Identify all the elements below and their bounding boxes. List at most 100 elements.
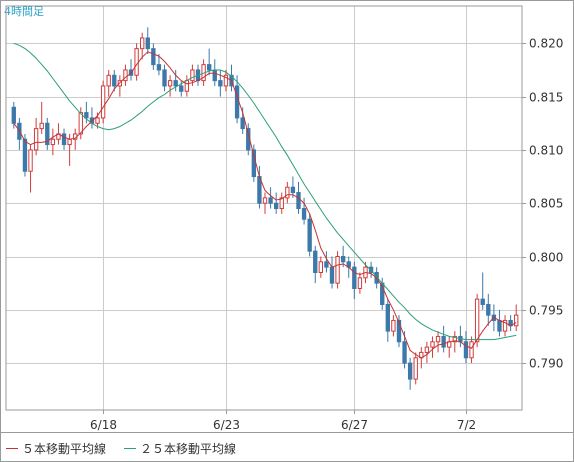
- y-tick-label: 0.795: [529, 304, 563, 318]
- candle-body: [301, 208, 307, 220]
- candle: [458, 325, 463, 348]
- candle: [430, 336, 435, 358]
- candle: [307, 213, 312, 257]
- candle: [441, 325, 446, 353]
- candle: [480, 272, 485, 310]
- candle-body: [313, 250, 318, 273]
- candle-body: [39, 122, 44, 130]
- candle: [39, 101, 44, 134]
- candle-body: [335, 256, 340, 284]
- moving-averages: [13, 42, 517, 359]
- y-tick-label: 0.800: [529, 251, 563, 265]
- candle-body: [184, 80, 190, 92]
- candle-body: [279, 197, 284, 210]
- y-tick-label: 0.820: [529, 37, 563, 51]
- candle: [285, 181, 290, 204]
- candle: [502, 315, 508, 337]
- y-tick-label: 0.810: [529, 144, 563, 158]
- candle-body: [273, 202, 279, 210]
- candle-body: [234, 85, 240, 119]
- candle-body: [486, 303, 491, 316]
- candle: [140, 32, 145, 60]
- candle: [123, 64, 128, 86]
- grid: [6, 6, 522, 410]
- candle: [45, 117, 50, 150]
- candle: [73, 128, 78, 150]
- candle-body: [123, 69, 128, 82]
- candle-body: [156, 64, 162, 71]
- candle-body: [463, 341, 469, 359]
- candle: [357, 272, 363, 294]
- candle-body: [407, 362, 413, 380]
- candle-body: [212, 69, 217, 82]
- candle-body: [474, 298, 480, 343]
- candle: [391, 315, 396, 337]
- candle-body: [67, 138, 72, 146]
- candle: [463, 331, 469, 364]
- candle-body: [502, 319, 508, 332]
- candle: [89, 107, 95, 129]
- candle: [279, 192, 284, 214]
- candle: [156, 53, 162, 76]
- candle: [78, 107, 83, 140]
- candle: [212, 59, 217, 86]
- candle-body: [33, 128, 39, 151]
- period-label: 4時間足: [4, 5, 44, 18]
- candle: [11, 101, 16, 129]
- candle: [145, 27, 150, 54]
- candle: [508, 315, 513, 332]
- candle: [117, 75, 123, 97]
- candle-body: [112, 74, 117, 87]
- candle-body: [61, 133, 67, 146]
- candle: [128, 59, 134, 81]
- candle-body: [162, 69, 167, 87]
- candle-body: [441, 335, 446, 348]
- candle-body: [106, 74, 111, 87]
- candle-body: [167, 80, 173, 87]
- candle: [352, 261, 357, 300]
- candle: [112, 69, 117, 92]
- candle: [167, 75, 173, 97]
- candle: [396, 315, 402, 348]
- candle: [61, 128, 67, 150]
- candle-body: [469, 341, 474, 359]
- candle: [268, 187, 273, 209]
- candle: [413, 352, 418, 385]
- candle-body: [435, 335, 441, 343]
- candle: [452, 331, 457, 353]
- candle-body: [207, 64, 212, 71]
- candle: [262, 192, 268, 214]
- candle-body: [100, 85, 106, 119]
- candle-body: [324, 261, 329, 268]
- legend-label-ma5: ５本移動平均線: [22, 442, 107, 456]
- candle: [184, 75, 190, 97]
- candle-body: [413, 357, 418, 380]
- x-tick-label: 6/27: [341, 418, 368, 432]
- legend-item-ma25: ２５本移動平均線: [124, 440, 236, 457]
- candle: [33, 117, 39, 156]
- candle: [313, 245, 318, 284]
- candle: [134, 43, 139, 81]
- candle-body: [22, 138, 28, 172]
- candle-body: [45, 122, 50, 146]
- legend-swatch-ma25: [124, 448, 137, 449]
- candle: [486, 293, 491, 326]
- candle-body: [452, 335, 457, 343]
- candle: [106, 69, 111, 97]
- candle: [318, 256, 323, 278]
- candles: [11, 27, 519, 390]
- y-tick-label: 0.815: [529, 91, 563, 105]
- candle: [424, 341, 430, 364]
- candle: [335, 251, 340, 289]
- candle-body: [140, 37, 145, 50]
- candle: [218, 69, 223, 97]
- candle: [435, 331, 441, 353]
- candle: [100, 80, 106, 124]
- candle: [407, 357, 413, 390]
- candle-body: [84, 112, 89, 119]
- y-tick-label: 0.790: [529, 357, 563, 371]
- candle: [84, 101, 89, 124]
